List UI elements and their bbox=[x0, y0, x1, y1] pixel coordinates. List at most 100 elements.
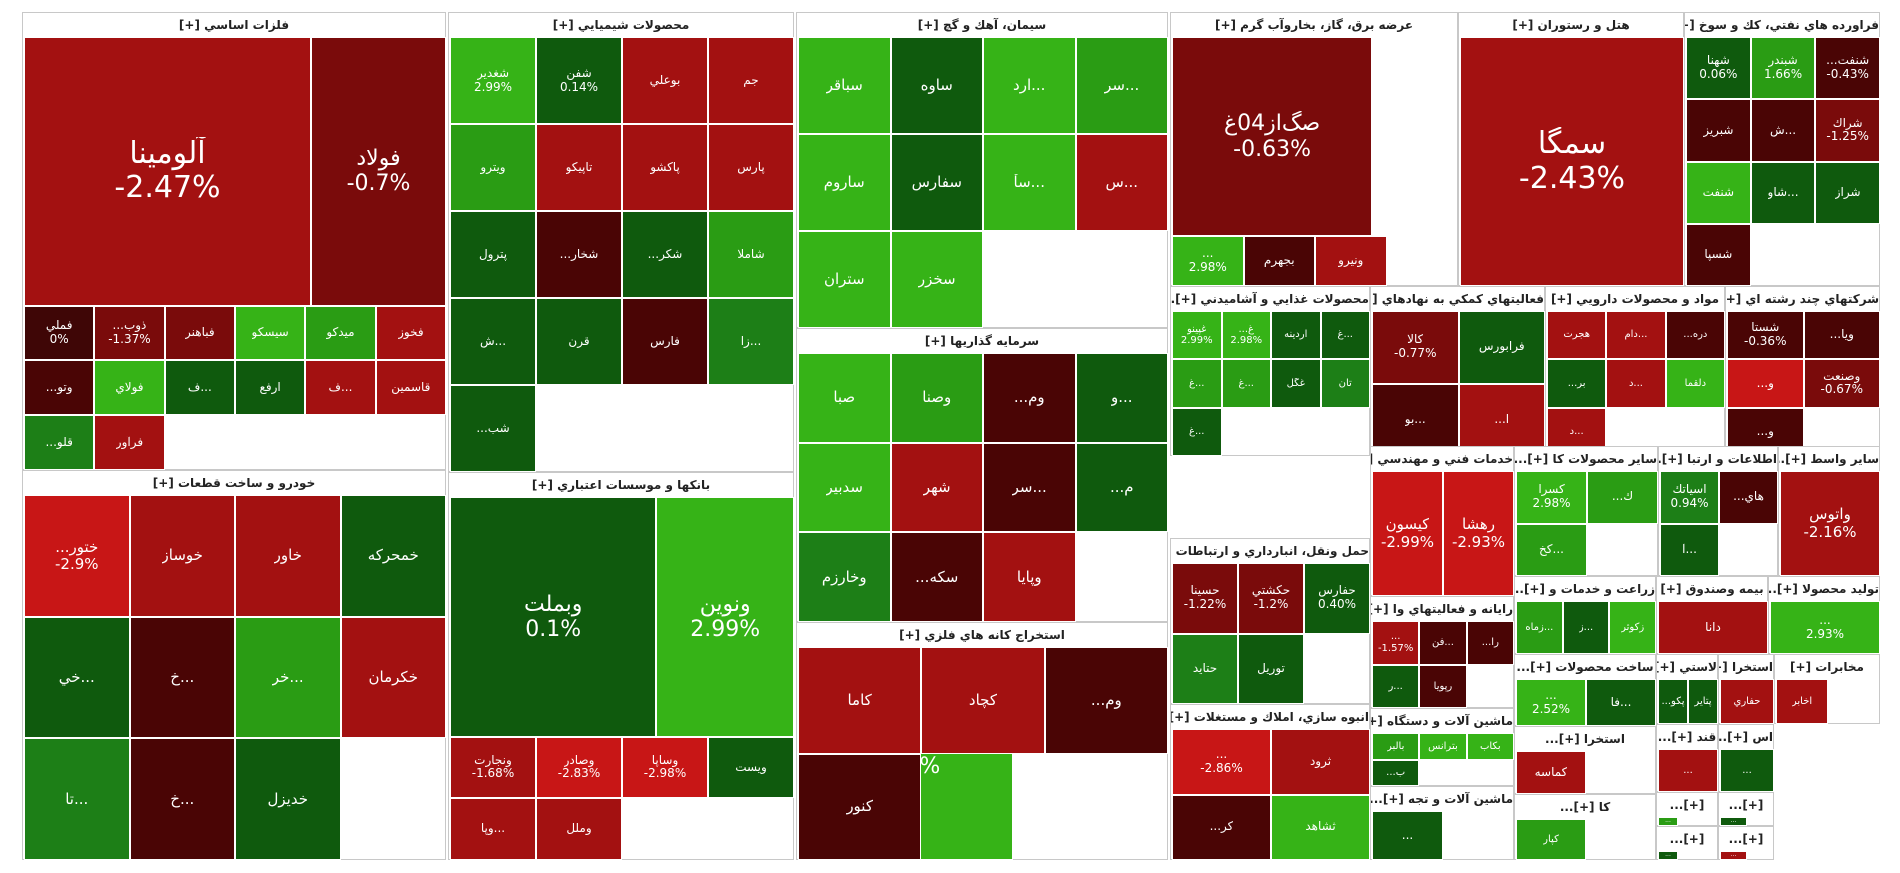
stock-tile[interactable]: حفارس 0.40% bbox=[1304, 563, 1370, 634]
stock-tile[interactable]: ... bbox=[1372, 811, 1443, 860]
sector-30[interactable]: استخرا [+]... كماسه bbox=[1514, 726, 1656, 794]
sector-29[interactable]: ماشين آلات و تجه [+]...... bbox=[1370, 786, 1514, 860]
sector-title[interactable]: قند [+]... bbox=[1657, 725, 1717, 749]
stock-tile[interactable]: زماه... bbox=[1516, 601, 1563, 654]
stock-tile[interactable]: وساپا -2.98% bbox=[622, 736, 708, 799]
stock-tile[interactable]: ز... bbox=[1562, 601, 1610, 654]
stock-tile[interactable]: رهشا -2.93% bbox=[1443, 471, 1514, 596]
stock-tile[interactable]: كماسه bbox=[1516, 751, 1586, 794]
stock-tile[interactable]: شاو... bbox=[1750, 161, 1816, 224]
stock-tile[interactable]: پارس bbox=[708, 124, 794, 211]
sector-14[interactable]: خدمات فني و مهندسي [+]كيسون-2.99%رهشا-2.… bbox=[1370, 446, 1514, 596]
sector-title[interactable]: سایر واسط [+]... bbox=[1779, 447, 1879, 471]
sector-title[interactable]: استخرا [+]... bbox=[1719, 655, 1773, 679]
sector-title[interactable]: سرمايه گذاريها [+] bbox=[797, 329, 1167, 353]
sector-title[interactable]: حمل ونقل، انبارداري و ارتباطات [+] bbox=[1171, 539, 1369, 563]
stock-tile[interactable]: ...شب bbox=[450, 385, 536, 472]
sector-0[interactable]: فلزات اساسي [+] آلومينا -2.47% فولاد -0.7% فم… bbox=[22, 12, 446, 470]
stock-tile[interactable]: خاور bbox=[235, 495, 341, 617]
stock-tile[interactable]: ف... bbox=[305, 360, 376, 416]
sector-24[interactable]: لاستي [+]... ...پكو پتاير bbox=[1656, 654, 1718, 724]
stock-tile[interactable]: فخوز bbox=[375, 305, 446, 361]
stock-tile[interactable]: دام... bbox=[1606, 311, 1666, 360]
stock-tile[interactable]: ... -1.57% bbox=[1372, 621, 1420, 665]
stock-tile[interactable]: خ... bbox=[129, 738, 235, 860]
sector-25[interactable]: استخرا [+]... حفاري bbox=[1718, 654, 1774, 724]
stock-tile[interactable]: ...ب bbox=[1372, 759, 1420, 786]
stock-tile[interactable]: وصادر -2.83% bbox=[536, 736, 622, 799]
stock-tile[interactable]: خوساز bbox=[129, 495, 235, 617]
stock-tile[interactable]: ...وتو bbox=[24, 360, 95, 416]
stock-tile[interactable]: قاسمين bbox=[375, 360, 446, 416]
sector-title[interactable]: مواد و محصولات دارويي [+] bbox=[1546, 287, 1724, 311]
sector-title[interactable]: رايانه و فعاليتهاي وا [+]... bbox=[1371, 597, 1513, 621]
stock-tile[interactable]: تا... bbox=[24, 738, 130, 860]
stock-tile[interactable]: بوعلي bbox=[622, 37, 708, 124]
stock-tile[interactable]: كپار bbox=[1516, 819, 1586, 860]
stock-tile[interactable]: خر... bbox=[235, 616, 341, 739]
stock-tile[interactable]: ثشاهد bbox=[1271, 794, 1370, 860]
stock-tile[interactable]: حتايد bbox=[1172, 633, 1238, 704]
stock-tile[interactable]: ...هاي bbox=[1719, 471, 1778, 524]
stock-tile[interactable]: ساوه bbox=[890, 37, 983, 134]
stock-tile[interactable]: زا... bbox=[708, 298, 794, 385]
stock-tile[interactable]: وخارزم bbox=[798, 532, 891, 622]
stock-tile[interactable]: ...دره bbox=[1665, 311, 1725, 360]
stock-tile[interactable]: بالبر bbox=[1372, 733, 1420, 760]
stock-tile[interactable]: ... -2.86% bbox=[1172, 729, 1271, 795]
sector-28[interactable]: ماشين آلات و دستگاه [+]... بالبر بترانس بكا… bbox=[1370, 708, 1514, 786]
stock-tile[interactable]: ثرود bbox=[1271, 729, 1370, 795]
sector-13[interactable]: شركتهاي چند رشته اي [+]...شستا-0.36%...و… bbox=[1725, 286, 1880, 456]
stock-tile[interactable]: ...و bbox=[1727, 359, 1804, 408]
stock-tile[interactable]: شنفت bbox=[1686, 161, 1751, 224]
stock-tile[interactable]: ...را bbox=[1466, 621, 1514, 665]
stock-tile[interactable]: پترول bbox=[450, 211, 536, 298]
stock-tile[interactable]: ف... bbox=[164, 360, 235, 416]
stock-tile[interactable]: ويست bbox=[708, 736, 794, 799]
sector-title[interactable]: خودرو و ساخت قطعات [+] bbox=[23, 471, 445, 495]
stock-tile[interactable]: فرابورس bbox=[1458, 311, 1545, 384]
stock-tile[interactable]: هجرت bbox=[1547, 311, 1607, 360]
sector-7[interactable]: عرضه برق، گاز، بخاروآب گرم [+] صگ‌از04غ -0… bbox=[1170, 12, 1458, 286]
stock-tile[interactable]: غ... bbox=[1172, 407, 1222, 456]
sector-2[interactable]: محصولات شيميايي [+]نوري-2.93%شپديس2.93%ش… bbox=[448, 12, 794, 472]
stock-tile[interactable]: ... bbox=[1658, 749, 1718, 792]
stock-tile[interactable]: خمحركه bbox=[340, 495, 446, 617]
stock-tile[interactable]: وصنعت -0.67% bbox=[1803, 359, 1880, 408]
sector-21[interactable]: توليد محصولا [+]...... 2.93% bbox=[1768, 576, 1880, 654]
stock-tile[interactable]: غ... bbox=[1221, 359, 1271, 408]
stock-tile[interactable]: ستران bbox=[798, 231, 891, 328]
sector-title[interactable]: [+]... bbox=[1719, 793, 1773, 817]
stock-tile[interactable]: واتوس -2.16% bbox=[1780, 471, 1880, 576]
sector-17[interactable]: سایر واسط [+]... واتوس -2.16% bbox=[1778, 446, 1880, 576]
stock-tile[interactable]: فارس bbox=[622, 298, 708, 385]
stock-tile[interactable]: ... bbox=[1720, 817, 1747, 826]
stock-tile[interactable]: س... bbox=[1075, 134, 1168, 231]
stock-tile[interactable]: شسپا bbox=[1686, 223, 1751, 287]
stock-tile[interactable]: ...ك bbox=[1587, 471, 1658, 524]
sector-title[interactable]: اطلاعات و ارتبا [+]... bbox=[1659, 447, 1777, 471]
sector-22[interactable]: رايانه و فعاليتهاي وا [+]......-1.57% فن.… bbox=[1370, 596, 1514, 708]
sector-36[interactable]: [+]...... bbox=[1718, 792, 1774, 826]
stock-tile[interactable]: آلومينا -2.47% bbox=[24, 37, 311, 306]
stock-tile[interactable]: وصنا bbox=[890, 353, 983, 443]
sector-title[interactable]: لاستي [+]... bbox=[1657, 655, 1717, 679]
sector-title[interactable]: زراعت و خدمات و [+]... bbox=[1515, 577, 1655, 601]
stock-tile[interactable]: سآ... bbox=[983, 134, 1076, 231]
stock-tile[interactable]: حكشتي -1.2% bbox=[1238, 563, 1304, 634]
stock-tile[interactable]: شاملا bbox=[708, 211, 794, 298]
stock-tile[interactable]: سمگا -2.43% bbox=[1460, 37, 1684, 286]
sector-35[interactable]: [+]...... bbox=[1656, 826, 1718, 860]
stock-tile[interactable]: تان bbox=[1320, 359, 1370, 408]
stock-tile[interactable]: ر... bbox=[1372, 664, 1420, 708]
stock-tile[interactable]: كيسون -2.99% bbox=[1372, 471, 1443, 596]
stock-tile[interactable]: ...ذوب -1.37% bbox=[94, 305, 165, 361]
sector-title[interactable]: هتل و رستوران [+] bbox=[1459, 13, 1683, 37]
stock-tile[interactable]: وپا... bbox=[450, 798, 536, 860]
stock-tile[interactable]: وملل bbox=[536, 798, 622, 860]
stock-tile[interactable]: اخابر bbox=[1776, 679, 1828, 724]
stock-tile[interactable]: ...شنفت -0.43% bbox=[1815, 37, 1880, 100]
stock-tile[interactable]: فولاد -0.7% bbox=[311, 37, 446, 306]
sector-32[interactable]: اس [+]...... bbox=[1718, 724, 1774, 792]
sector-9[interactable]: فراورده هاي نفتي، كك و سوخ [+]...شهنا0.0… bbox=[1684, 12, 1880, 287]
